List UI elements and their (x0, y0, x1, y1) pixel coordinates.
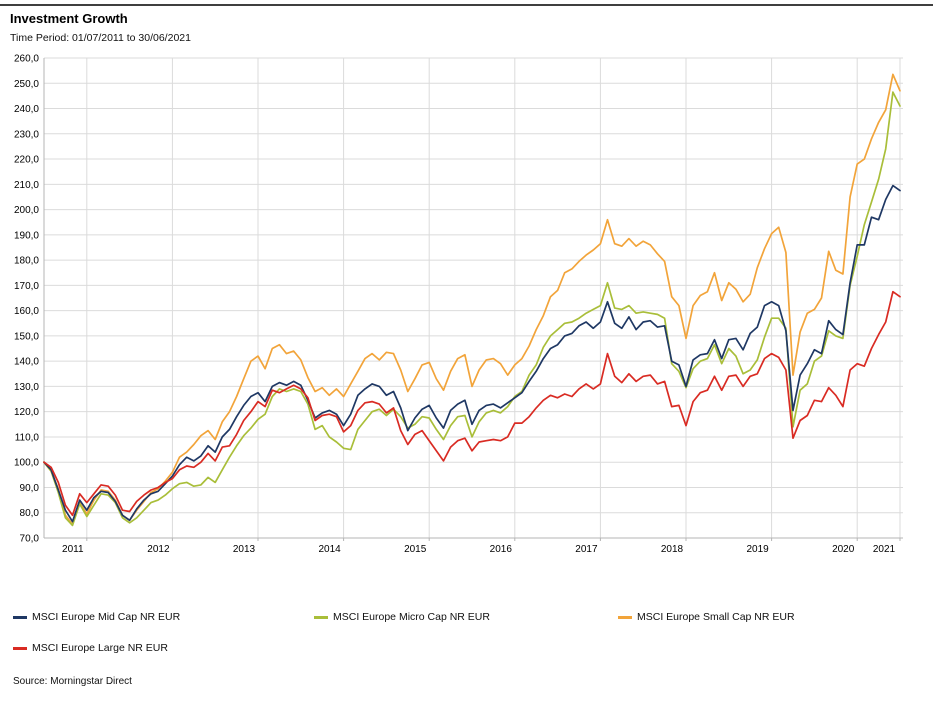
small-cap-line-swatch (618, 615, 632, 619)
x-tick-label: 2019 (746, 544, 769, 555)
y-tick-label: 120,0 (14, 407, 39, 418)
x-tick-label: 2020 (832, 544, 855, 555)
y-tick-label: 200,0 (14, 205, 39, 216)
y-tick-label: 210,0 (14, 180, 39, 191)
time-period-label: Time Period: 01/07/2011 to 30/06/2021 (10, 32, 191, 44)
y-tick-label: 180,0 (14, 256, 39, 267)
series-line-1 (43, 91, 901, 527)
y-tick-label: 160,0 (14, 306, 39, 317)
legend-item-mid-cap: MSCI Europe Mid Cap NR EUR (13, 611, 180, 623)
legend-item-micro-cap: MSCI Europe Micro Cap NR EUR (314, 611, 490, 623)
page-title: Investment Growth (10, 11, 128, 26)
legend-label-small-cap: MSCI Europe Small Cap NR EUR (637, 611, 795, 623)
y-tick-label: 230,0 (14, 129, 39, 140)
x-tick-label: 2018 (661, 544, 684, 555)
large-line-swatch (13, 646, 27, 650)
legend-item-large: MSCI Europe Large NR EUR (13, 642, 168, 654)
y-tick-label: 90,0 (20, 483, 40, 494)
y-tick-label: 80,0 (20, 508, 40, 519)
y-tick-label: 130,0 (14, 382, 39, 393)
micro-cap-line-swatch (314, 615, 328, 619)
x-tick-label: 2016 (490, 544, 513, 555)
source-note: Source: Morningstar Direct (13, 676, 132, 687)
y-tick-label: 110,0 (15, 432, 40, 443)
x-tick-label: 2012 (147, 544, 170, 555)
y-tick-label: 140,0 (14, 357, 39, 368)
y-tick-label: 260,0 (14, 54, 39, 65)
x-tick-label: 2017 (575, 544, 598, 555)
series-line-2 (43, 73, 901, 525)
x-tick-label: 2014 (318, 544, 341, 555)
legend-label-mid-cap: MSCI Europe Mid Cap NR EUR (32, 611, 181, 623)
legend-label-micro-cap: MSCI Europe Micro Cap NR EUR (333, 611, 490, 623)
mid-cap-line-swatch (13, 615, 27, 619)
y-tick-label: 190,0 (14, 230, 39, 241)
y-tick-label: 240,0 (14, 104, 39, 115)
x-tick-label: 2021 (873, 544, 896, 555)
legend-item-small-cap: MSCI Europe Small Cap NR EUR (618, 611, 795, 623)
series-line-3 (43, 290, 901, 517)
y-tick-label: 70,0 (20, 534, 40, 545)
y-tick-label: 250,0 (14, 79, 39, 90)
legend-label-large: MSCI Europe Large NR EUR (32, 642, 168, 654)
y-tick-label: 150,0 (14, 331, 39, 342)
y-tick-label: 100,0 (14, 458, 39, 469)
x-tick-label: 2015 (404, 544, 427, 555)
x-tick-label: 2013 (233, 544, 256, 555)
series-line-0 (43, 184, 901, 523)
x-tick-label: 2011 (62, 544, 84, 555)
y-tick-label: 220,0 (14, 155, 39, 166)
y-tick-label: 170,0 (14, 281, 39, 292)
top-divider (0, 4, 933, 6)
